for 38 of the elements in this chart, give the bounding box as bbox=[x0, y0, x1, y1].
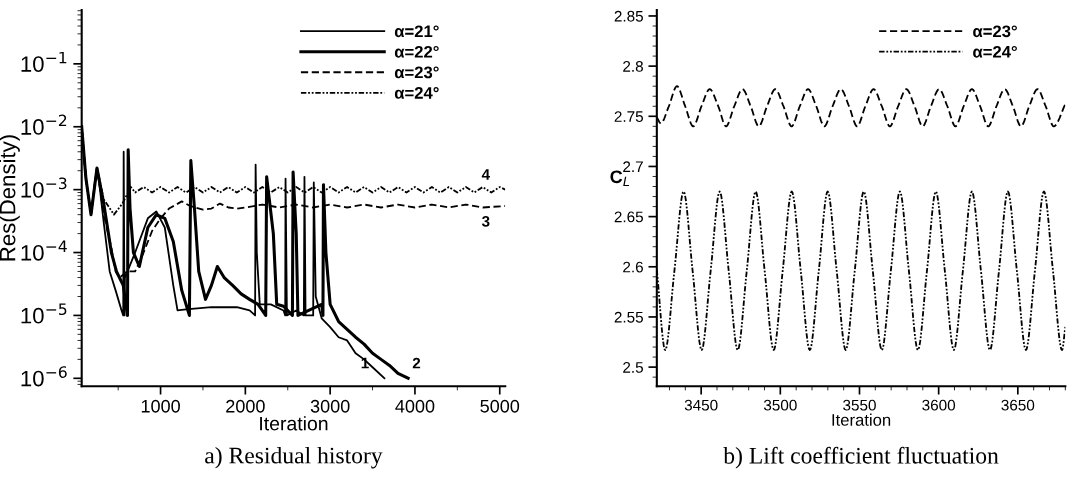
x-tick-label: 3450 bbox=[684, 399, 718, 411]
y-tick-label: 2.7 bbox=[623, 161, 643, 172]
legend-label: α=22° bbox=[394, 45, 439, 58]
x-axis-title: Iteration bbox=[832, 413, 891, 426]
y-tick-label: 10$^{−5}$ bbox=[21, 303, 67, 324]
text: a) Residual history bbox=[205, 446, 383, 469]
annotation: 2 bbox=[412, 357, 421, 369]
x-tick-label: 3650 bbox=[1001, 399, 1035, 411]
x-tick-label: 1000 bbox=[141, 399, 180, 413]
legend-label: α=21° bbox=[394, 25, 439, 38]
y-tick-label: 10$^{−6}$ bbox=[21, 366, 67, 387]
y-tick-label: 2.75 bbox=[614, 111, 643, 122]
text: b) Lift coefficient fluctuation bbox=[723, 446, 999, 469]
y-axis-title: Res(Density) bbox=[0, 135, 20, 261]
x-tick-label: 4000 bbox=[395, 399, 435, 413]
x-tick-label: 3000 bbox=[310, 399, 350, 413]
y-tick-label: 2.5 bbox=[623, 361, 643, 373]
legend-label: α=24° bbox=[973, 45, 1017, 58]
y-tick-label: 2.85 bbox=[614, 10, 643, 22]
annotation: 3 bbox=[481, 215, 490, 227]
x-tick-label: 3600 bbox=[922, 399, 956, 411]
y-tick-label: 2.6 bbox=[623, 261, 643, 273]
y-tick-label: 2.8 bbox=[623, 60, 643, 72]
x-tick-label: 2000 bbox=[226, 399, 265, 413]
y-tick-label: 10$^{−1}$ bbox=[21, 51, 67, 72]
annotation: 4 bbox=[481, 169, 490, 180]
y-tick-label: 10$^{−3}$ bbox=[21, 177, 67, 198]
legend-label: α=23° bbox=[973, 25, 1017, 38]
x-tick-label: 5000 bbox=[480, 399, 520, 413]
x-tick-label: 3550 bbox=[843, 399, 876, 411]
legend-label: α=24° bbox=[394, 86, 439, 99]
y-tick-label: 2.65 bbox=[614, 211, 643, 223]
y-tick-label: 10$^{−2}$ bbox=[21, 114, 67, 135]
x-axis-title: Iteration bbox=[260, 416, 328, 431]
legend-label: α=23° bbox=[394, 66, 439, 79]
y-tick-label: 10$^{−4}$ bbox=[21, 240, 67, 261]
x-tick-label: 3500 bbox=[763, 399, 797, 411]
y-tick-label: 2.55 bbox=[614, 311, 643, 323]
